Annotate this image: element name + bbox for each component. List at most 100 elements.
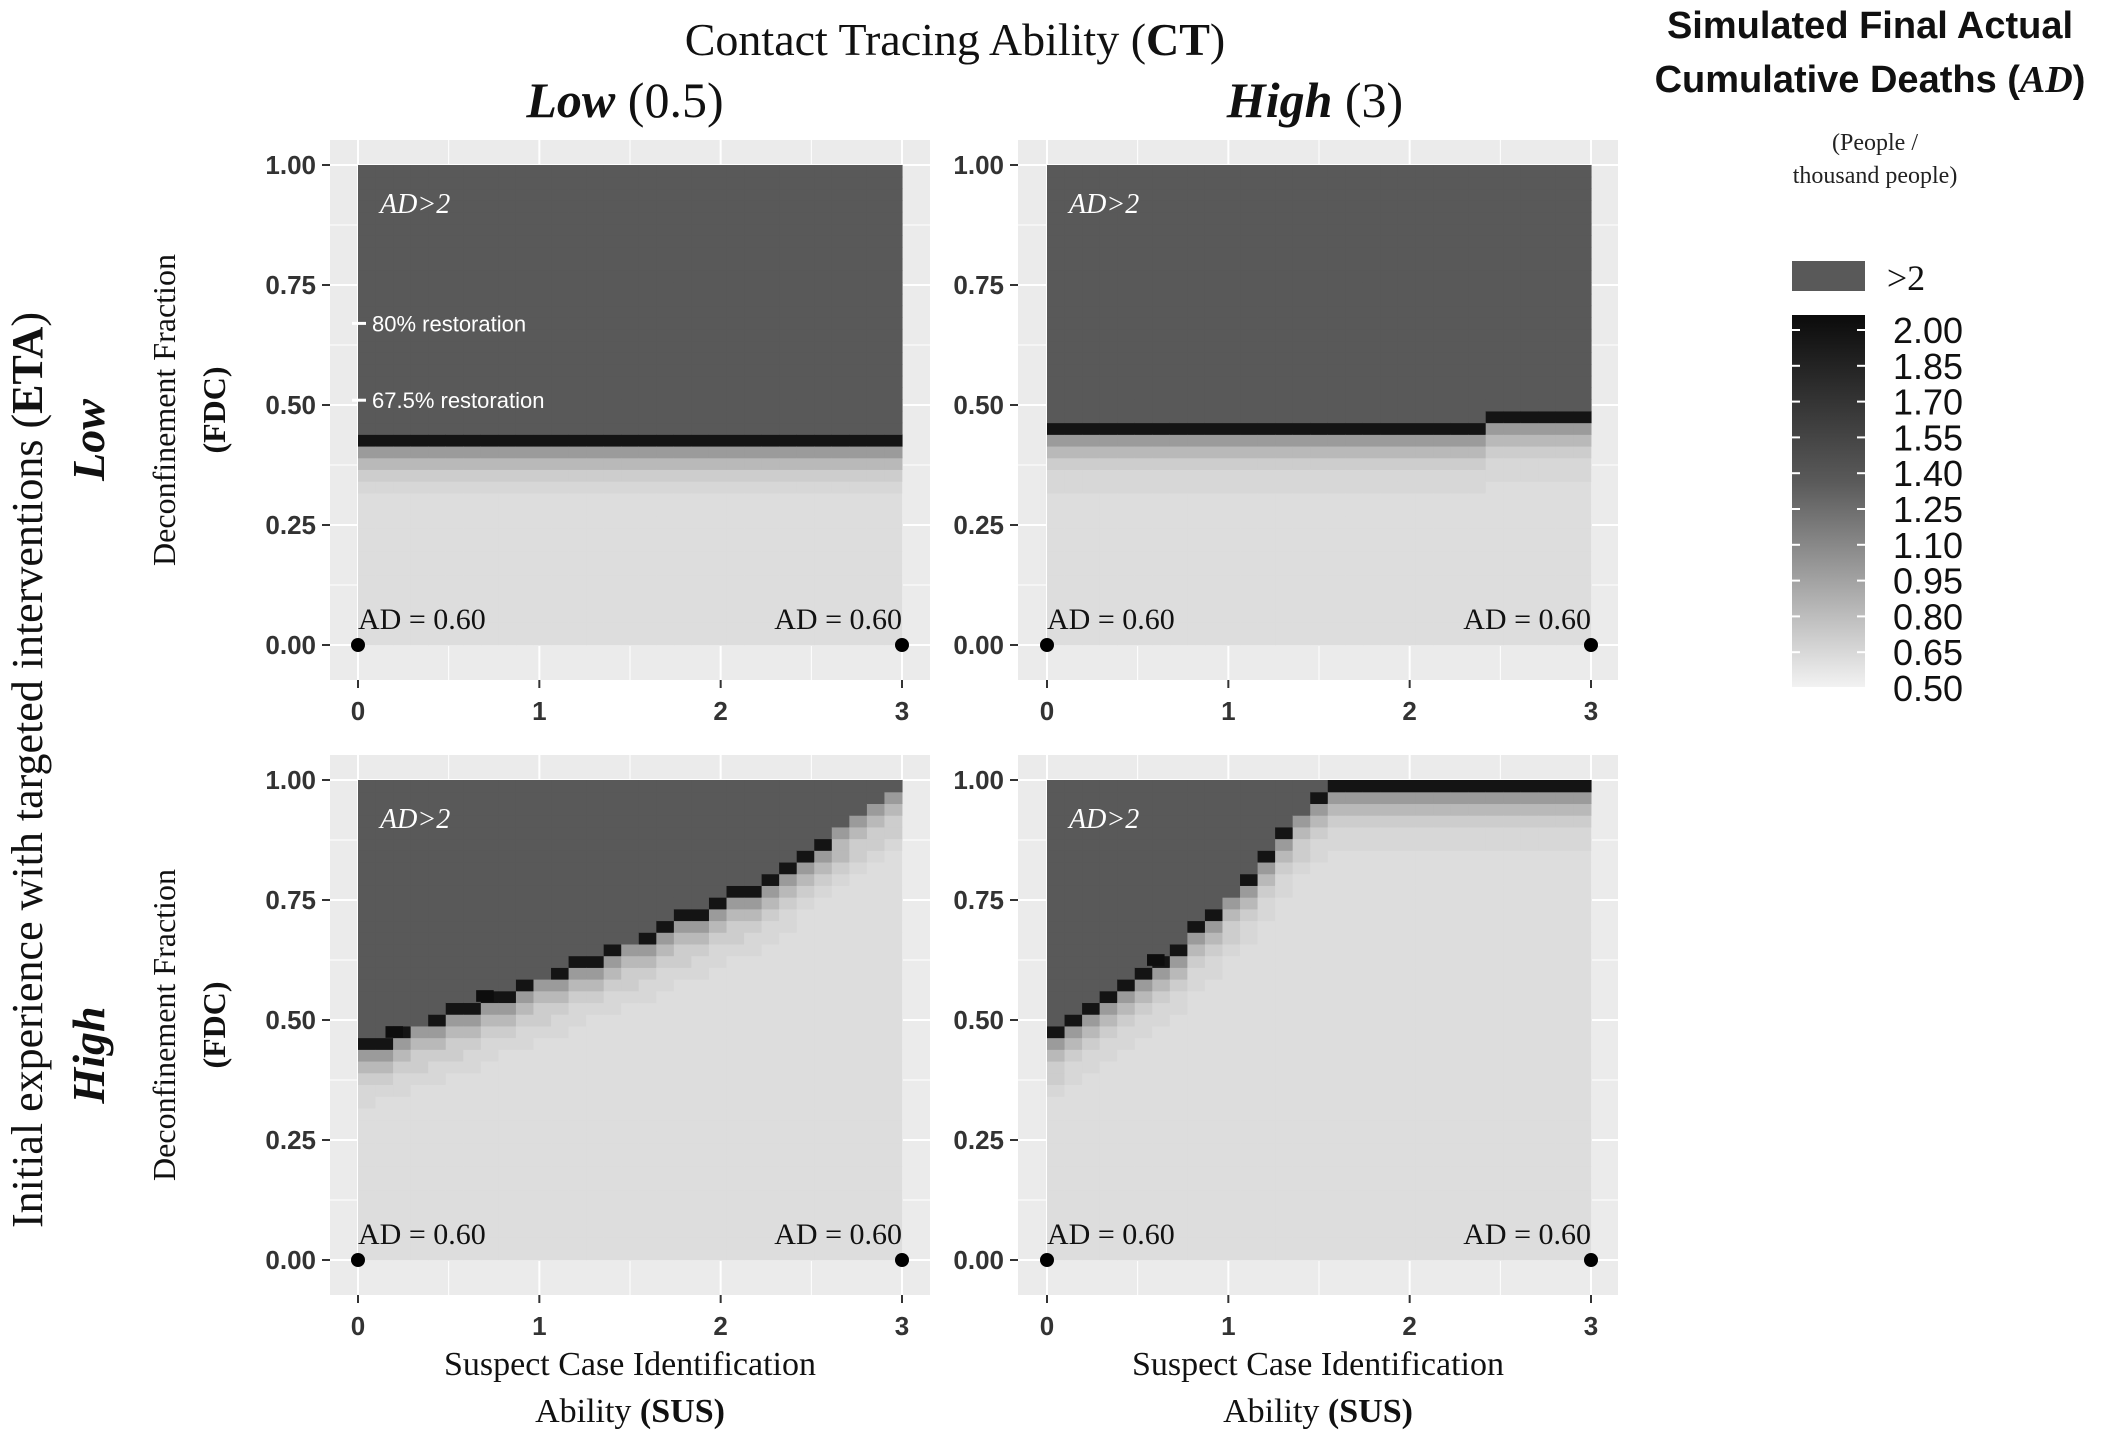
heatmap-cell xyxy=(1380,1166,1399,1179)
heatmap-cell xyxy=(831,270,850,283)
heatmap-cell xyxy=(1117,317,1136,330)
heatmap-cell xyxy=(744,282,763,295)
heatmap-cell xyxy=(814,305,833,318)
heatmap-cell xyxy=(1450,457,1469,470)
heatmap-cell xyxy=(1187,1060,1206,1074)
heatmap-cell xyxy=(726,328,745,342)
heatmap-cell xyxy=(603,1154,622,1167)
heatmap-cell xyxy=(673,375,693,389)
heatmap-cell xyxy=(1064,410,1083,424)
heatmap-cell xyxy=(568,200,587,213)
heatmap-cell xyxy=(1134,200,1153,213)
heatmap-cell xyxy=(621,504,640,517)
heatmap-cell xyxy=(568,1142,587,1156)
heatmap-cell xyxy=(1292,563,1311,576)
heatmap-cell xyxy=(744,1248,763,1261)
heatmap-cell xyxy=(1082,885,1101,898)
heatmap-cell xyxy=(708,551,728,564)
heatmap-cell xyxy=(744,885,763,898)
heatmap-cell xyxy=(603,527,622,541)
heatmap-cell xyxy=(480,282,499,295)
heatmap-cell xyxy=(1240,492,1259,506)
heatmap-cell xyxy=(621,586,640,599)
heatmap-cell xyxy=(1047,375,1066,389)
heatmap-cell xyxy=(1433,387,1452,400)
col-title-low: Low (0.5) xyxy=(525,72,723,128)
heatmap-cell xyxy=(586,885,605,898)
heatmap-cell xyxy=(1310,305,1329,318)
heatmap-cell xyxy=(568,979,587,992)
heatmap-cell xyxy=(498,1154,517,1167)
heatmap-cell xyxy=(1415,246,1434,260)
heatmap-cell xyxy=(1345,527,1364,541)
heatmap-cell xyxy=(884,1084,903,1097)
heatmap-cell xyxy=(1397,932,1417,945)
heatmap-cell xyxy=(1099,609,1118,623)
heatmap-cell xyxy=(849,457,868,470)
heatmap-cell xyxy=(1257,861,1276,875)
heatmap-cell xyxy=(1433,445,1452,459)
heatmap-cell xyxy=(1345,165,1364,178)
heatmap-cell xyxy=(515,932,535,945)
heatmap-cell xyxy=(1047,609,1066,623)
heatmap-cell xyxy=(603,586,622,599)
heatmap-cell xyxy=(393,990,412,1004)
heatmap-cell xyxy=(551,527,570,541)
heatmap-cell xyxy=(1099,1072,1118,1085)
heatmap-cell xyxy=(515,445,535,459)
heatmap-cell xyxy=(1345,908,1364,922)
heatmap-cell xyxy=(779,340,798,353)
heatmap-cell xyxy=(515,200,535,213)
heatmap-cell xyxy=(1362,516,1382,529)
heatmap-cell xyxy=(1503,551,1522,564)
heatmap-cell xyxy=(1485,340,1504,353)
heatmap-cell xyxy=(814,410,833,424)
heatmap-cell xyxy=(866,469,886,482)
heatmap-cell xyxy=(1240,979,1259,992)
heatmap-cell xyxy=(814,1189,833,1203)
heatmap-cell xyxy=(603,1178,622,1191)
heatmap-cell xyxy=(393,920,412,933)
heatmap-cell xyxy=(568,1002,587,1015)
heatmap-cell xyxy=(1134,1060,1153,1074)
heatmap-cell xyxy=(1485,574,1504,588)
heatmap-cell xyxy=(1292,270,1311,283)
heatmap-cell xyxy=(1257,246,1276,260)
heatmap-cell xyxy=(498,586,517,599)
heatmap-cell xyxy=(480,1072,499,1085)
heatmap-cell xyxy=(1380,410,1399,424)
heatmap-cell xyxy=(551,387,570,400)
heatmap-cell xyxy=(428,838,447,851)
heatmap-cell xyxy=(1257,457,1276,470)
heatmap-cell xyxy=(445,434,464,447)
heatmap-cell xyxy=(1468,920,1487,933)
heatmap-cell xyxy=(708,410,728,424)
heatmap-cell xyxy=(375,305,394,318)
heatmap-cell xyxy=(1047,387,1066,400)
heatmap-cell xyxy=(551,1072,570,1085)
heatmap-cell xyxy=(1275,932,1294,945)
heatmap-cell xyxy=(1275,200,1294,213)
heatmap-cell xyxy=(761,211,780,225)
heatmap-cell xyxy=(1397,1154,1417,1167)
heatmap-cell xyxy=(445,422,464,435)
heatmap-cell xyxy=(375,364,394,377)
heatmap-cell xyxy=(708,422,728,435)
heatmap-cell xyxy=(1327,527,1346,541)
heatmap-cell xyxy=(1169,340,1188,353)
heatmap-cell xyxy=(1468,861,1487,875)
heatmap-cell xyxy=(498,434,517,447)
heatmap-cell xyxy=(1555,387,1575,400)
heatmap-cell xyxy=(603,955,622,968)
heatmap-cell xyxy=(551,246,570,260)
heatmap-cell xyxy=(375,200,394,213)
heatmap-cell xyxy=(726,885,745,898)
heatmap-cell xyxy=(1450,305,1469,318)
heatmap-cell xyxy=(1397,826,1417,840)
heatmap-cell xyxy=(1433,633,1452,646)
heatmap-cell xyxy=(586,293,605,307)
heatmap-cell xyxy=(1064,165,1083,178)
heatmap-cell xyxy=(673,293,693,307)
heatmap-cell xyxy=(779,246,798,260)
heatmap-cell xyxy=(761,826,780,840)
